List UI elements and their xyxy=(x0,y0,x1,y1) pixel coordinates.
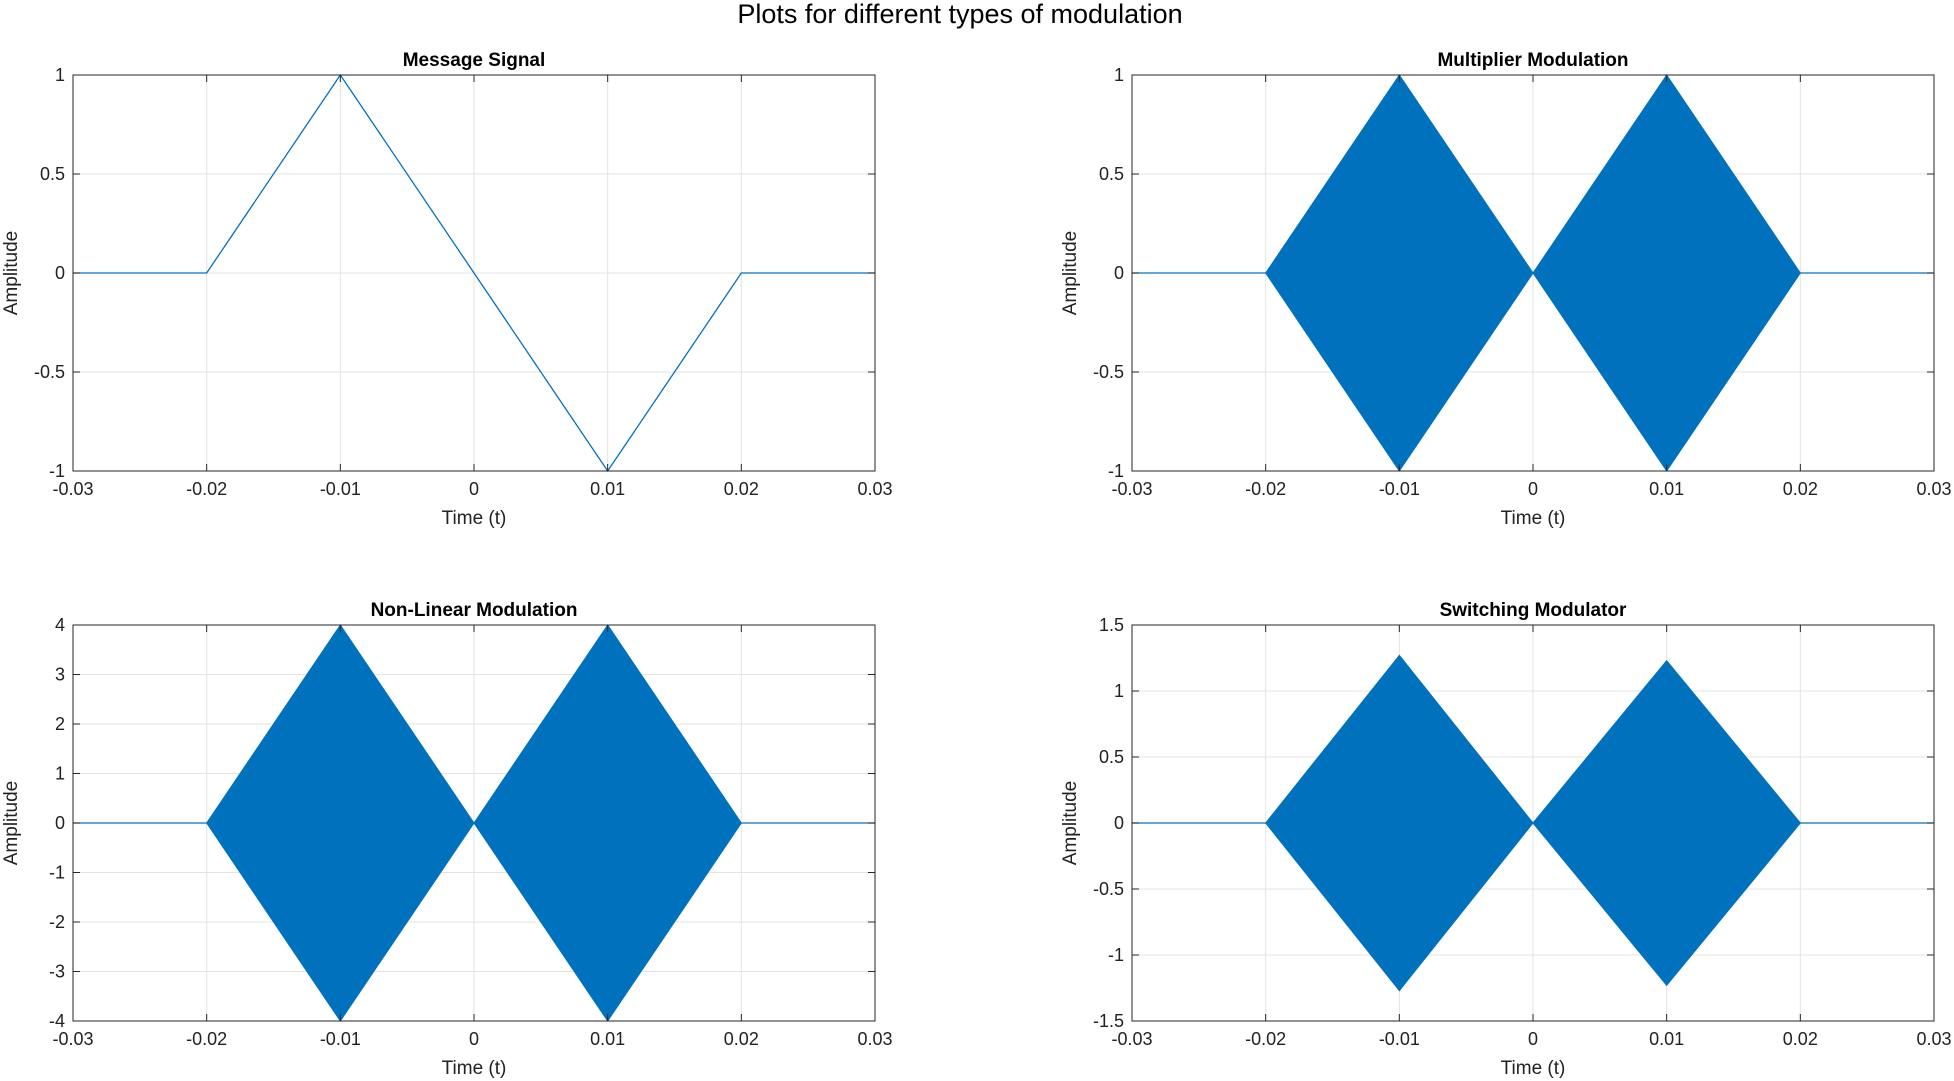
multiplier-modulation-title: Multiplier Modulation xyxy=(1437,50,1628,71)
multiplier-modulation-x-axis-label: Time (t) xyxy=(1501,508,1566,529)
message-signal-x-tick-label: 0 xyxy=(469,479,479,499)
multiplier-modulation-y-axis-label: Amplitude xyxy=(1060,231,1081,316)
nonlinear-modulation-y-tick-label: 0 xyxy=(55,813,65,833)
nonlinear-modulation-title: Non-Linear Modulation xyxy=(371,600,578,621)
multiplier-modulation-x-tick-label: -0.03 xyxy=(1111,479,1152,499)
nonlinear-modulation-y-tick-label: 4 xyxy=(55,615,65,635)
message-signal-x-tick-label: -0.03 xyxy=(52,479,93,499)
multiplier-modulation-x-tick-label: -0.02 xyxy=(1245,479,1286,499)
nonlinear-modulation-x-tick-label: 0.01 xyxy=(590,1029,625,1049)
figure-title: Plots for different types of modulation xyxy=(737,0,1182,29)
multiplier-modulation-x-tick-label: 0.03 xyxy=(1916,479,1951,499)
subplot-grid: -0.03 -0.02 -0.01 0 0.01 0.02 0.03 -1 -0.5 0 0.5 1 M… xyxy=(1,50,1952,1079)
nonlinear-modulation-y-tick-label: 3 xyxy=(55,665,65,685)
message-signal-y-tick-label: 0.5 xyxy=(40,164,65,184)
switching-modulator-x-tick-label: -0.03 xyxy=(1111,1029,1152,1049)
nonlinear-modulation-y-tick-label: 1 xyxy=(55,764,65,784)
nonlinear-modulation-x-tick-label: -0.03 xyxy=(52,1029,93,1049)
multiplier-modulation-y-tick-label: 0 xyxy=(1114,263,1124,283)
switching-modulator-x-tick-label: 0.02 xyxy=(1783,1029,1818,1049)
switching-modulator-axes: -0.03 -0.02 -0.01 0 0.01 0.02 0.03 -1.5 -1 -0.5 0 0… xyxy=(1060,600,1952,1079)
multiplier-modulation-x-tick-label: 0.02 xyxy=(1783,479,1818,499)
switching-modulator-x-tick-label: -0.01 xyxy=(1379,1029,1420,1049)
switching-modulator-y-tick-label: 0 xyxy=(1114,813,1124,833)
multiplier-modulation-y-tick-label: -1 xyxy=(1108,461,1124,481)
multiplier-modulation-x-tick-label: 0 xyxy=(1528,479,1538,499)
nonlinear-modulation-axes: -0.03 -0.02 -0.01 0 0.01 0.02 0.03 -4 -3 -2 -1 0 1 2 3… xyxy=(1,600,893,1079)
multiplier-modulation-y-tick-label: 0.5 xyxy=(1099,164,1124,184)
switching-modulator-x-axis-label: Time (t) xyxy=(1501,1058,1566,1079)
nonlinear-modulation-y-tick-label: -2 xyxy=(49,912,65,932)
message-signal-x-tick-label: -0.02 xyxy=(186,479,227,499)
switching-modulator-y-tick-label: 0.5 xyxy=(1099,747,1124,767)
switching-modulator-x-tick-label: -0.02 xyxy=(1245,1029,1286,1049)
switching-modulator-y-tick-label: 1.5 xyxy=(1099,615,1124,635)
message-signal-x-tick-label: -0.01 xyxy=(320,479,361,499)
message-signal-axes: -0.03 -0.02 -0.01 0 0.01 0.02 0.03 -1 -0.5 0 0.5 1 M… xyxy=(1,50,893,529)
switching-modulator-x-tick-label: 0.01 xyxy=(1649,1029,1684,1049)
message-signal-y-tick-label: -1 xyxy=(49,461,65,481)
switching-modulator-y-tick-label: -1 xyxy=(1108,945,1124,965)
message-signal-x-tick-label: 0.02 xyxy=(724,479,759,499)
multiplier-modulation-axes: -0.03 -0.02 -0.01 0 0.01 0.02 0.03 -1 -0.5 0 0.5 1 M… xyxy=(1060,50,1952,529)
switching-modulator-x-tick-label: 0 xyxy=(1528,1029,1538,1049)
switching-modulator-y-tick-label: -0.5 xyxy=(1093,879,1124,899)
nonlinear-modulation-y-axis-label: Amplitude xyxy=(1,781,22,866)
message-signal-series-line xyxy=(73,73,875,473)
message-signal-x-tick-label: 0.03 xyxy=(857,479,892,499)
nonlinear-modulation-x-tick-label: 0.03 xyxy=(857,1029,892,1049)
nonlinear-modulation-x-tick-label: -0.02 xyxy=(186,1029,227,1049)
nonlinear-modulation-y-tick-label: -4 xyxy=(49,1011,65,1031)
message-signal-x-axis-label: Time (t) xyxy=(442,508,507,529)
nonlinear-modulation-x-tick-label: 0 xyxy=(469,1029,479,1049)
multiplier-modulation-x-tick-label: 0.01 xyxy=(1649,479,1684,499)
nonlinear-modulation-y-tick-label: -3 xyxy=(49,962,65,982)
message-signal-y-tick-label: -0.5 xyxy=(34,362,65,382)
message-signal-y-tick-label: 1 xyxy=(55,65,65,85)
switching-modulator-y-tick-label: 1 xyxy=(1114,681,1124,701)
nonlinear-modulation-x-axis-label: Time (t) xyxy=(442,1058,507,1079)
nonlinear-modulation-y-tick-label: -1 xyxy=(49,863,65,883)
switching-modulator-title: Switching Modulator xyxy=(1440,600,1627,621)
multiplier-modulation-y-tick-label: 1 xyxy=(1114,65,1124,85)
message-signal-x-tick-label: 0.01 xyxy=(590,479,625,499)
switching-modulator-y-axis-label: Amplitude xyxy=(1060,781,1081,866)
multiplier-modulation-y-tick-label: -0.5 xyxy=(1093,362,1124,382)
message-signal-title: Message Signal xyxy=(403,50,546,71)
switching-modulator-x-tick-label: 0.03 xyxy=(1916,1029,1951,1049)
message-signal-y-tick-label: 0 xyxy=(55,263,65,283)
nonlinear-modulation-x-tick-label: 0.02 xyxy=(724,1029,759,1049)
message-signal-y-axis-label: Amplitude xyxy=(1,231,22,316)
switching-modulator-y-tick-label: -1.5 xyxy=(1093,1011,1124,1031)
nonlinear-modulation-y-tick-label: 2 xyxy=(55,714,65,734)
nonlinear-modulation-x-tick-label: -0.01 xyxy=(320,1029,361,1049)
multiplier-modulation-x-tick-label: -0.01 xyxy=(1379,479,1420,499)
